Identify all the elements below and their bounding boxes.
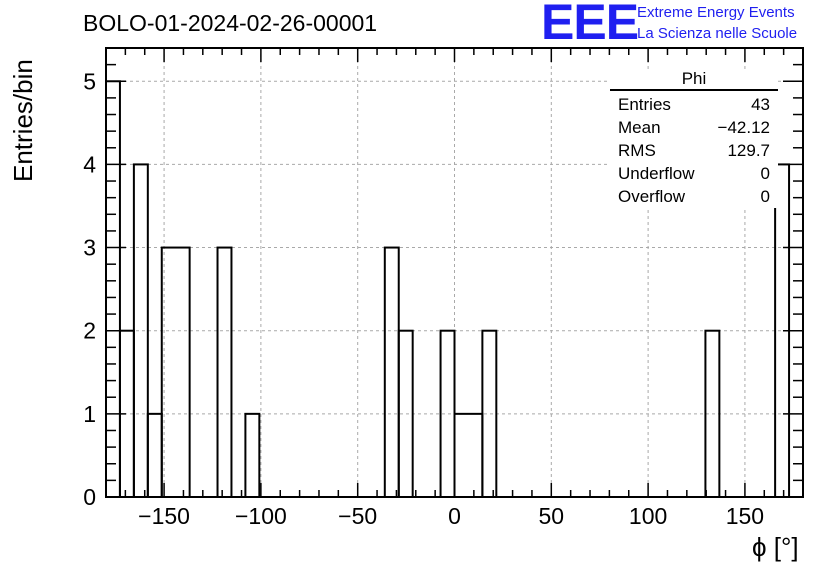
stat-value: 43: [751, 95, 770, 114]
y-axis-label: Entries/bin: [8, 59, 38, 182]
x-tick-label: 150: [726, 503, 764, 529]
x-tick-label: −100: [235, 503, 287, 529]
stat-label: RMS: [618, 141, 656, 160]
stat-row-underflow: Underflow 0: [610, 162, 778, 185]
stat-row-overflow: Overflow 0: [610, 185, 778, 208]
stat-value: 0: [760, 187, 770, 206]
y-tick-label: 2: [83, 318, 96, 344]
stat-value: 0: [760, 164, 770, 183]
histogram-bin: [453, 412, 484, 498]
stat-label: Mean: [618, 118, 661, 137]
x-axis-label: ϕ [°]: [752, 532, 799, 562]
stats-box: Phi Entries 43 Mean −42.12 RMS 129.7 Und…: [610, 69, 778, 208]
x-tick-label: 0: [448, 503, 461, 529]
x-tick-label: 100: [629, 503, 667, 529]
stat-row-mean: Mean −42.12: [610, 116, 778, 139]
histogram-bin: [146, 412, 163, 498]
stat-value: 129.7: [727, 141, 770, 160]
logo-caption-line1: Extreme Energy Events: [637, 4, 795, 21]
stat-value: −42.12: [717, 118, 770, 137]
x-tick-label: 50: [539, 503, 565, 529]
stat-row-rms: RMS 129.7: [610, 139, 778, 162]
stats-title: Phi: [610, 69, 778, 91]
histogram-bin: [216, 246, 233, 498]
y-tick-label: 5: [83, 68, 96, 94]
y-tick-label: 3: [83, 235, 96, 261]
eee-logo: EEE: [541, 0, 639, 50]
stat-label: Overflow: [618, 187, 686, 206]
stat-row-entries: Entries 43: [610, 93, 778, 116]
x-tick-label: −50: [338, 503, 377, 529]
histogram-bin: [244, 412, 261, 498]
chart-title: BOLO-01-2024-02-26-00001: [83, 10, 378, 36]
stat-label: Underflow: [618, 164, 695, 183]
x-tick-label: −150: [138, 503, 190, 529]
y-tick-label: 0: [83, 484, 96, 510]
y-tick-label: 1: [83, 401, 96, 427]
histogram-bin: [160, 246, 191, 498]
histogram-bin: [132, 163, 149, 498]
stat-label: Entries: [618, 95, 671, 114]
logo-caption-line2: La Scienza nelle Scuole: [637, 25, 798, 42]
histogram-bin: [383, 246, 400, 498]
y-tick-label: 4: [83, 151, 96, 177]
histogram-bin: [105, 80, 121, 499]
